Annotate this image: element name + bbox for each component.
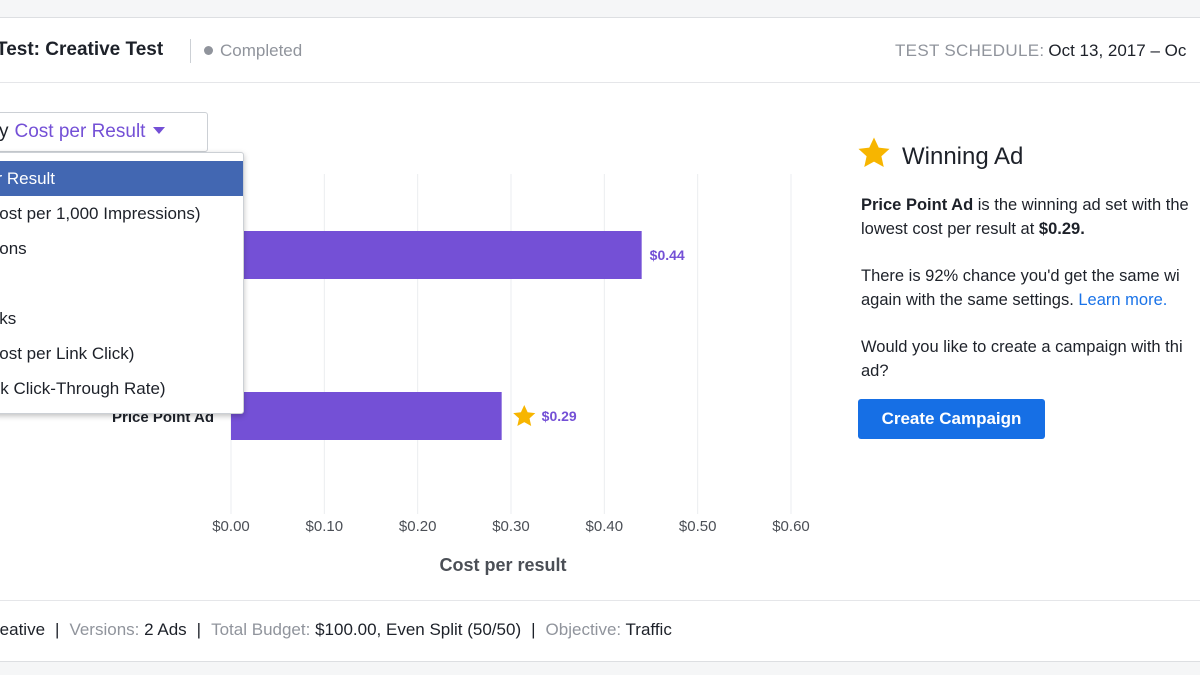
confidence-text2: again with the same settings. [861, 291, 1079, 309]
test-schedule: TEST SCHEDULE: Oct 13, 2017 – Oc [895, 41, 1186, 61]
create-campaign-button[interactable]: Create Campaign [858, 399, 1045, 439]
x-tick-label: $0.40 [586, 518, 624, 535]
menu-item-cpm[interactable]: Cost per 1,000 Impressions) [0, 204, 201, 223]
winner-summary-text2: lowest cost per result at [861, 220, 1039, 238]
test-header: Test: Creative Test Completed TEST SCHED… [0, 18, 1200, 83]
status-dot-icon [204, 46, 213, 55]
winner-summary-line2: lowest cost per result at $0.29. [861, 217, 1200, 241]
menu-item-impressions[interactable]: sions [0, 239, 27, 258]
winner-summary: Price Point Ad is the winning ad set wit… [861, 193, 1200, 217]
x-tick-label: $0.00 [212, 518, 250, 535]
x-tick-label: $0.20 [399, 518, 437, 535]
footer-separator: | [55, 620, 60, 639]
test-results-panel: Test: Creative Test Completed TEST SCHED… [0, 17, 1200, 662]
sort-by-prefix: y [0, 121, 9, 142]
learn-more-link[interactable]: Learn more. [1078, 291, 1168, 309]
bar [231, 231, 642, 279]
menu-item-ctr[interactable]: ink Click-Through Rate) [0, 379, 166, 398]
create-prompt-line2: ad? [861, 362, 889, 380]
winner-ad-name: Price Point Ad [861, 196, 974, 214]
menu-item-blank[interactable] [0, 266, 243, 301]
footer-name-value: reative [0, 620, 46, 639]
star-icon [856, 136, 892, 177]
test-summary-footer: reative | Versions: 2 Ads | Total Budget: $1… [0, 600, 1200, 661]
winning-ad-heading: Winning Ad [856, 136, 1023, 177]
bar-value-label: $0.44 [650, 247, 685, 263]
sort-by-selected: Cost per Result [14, 121, 146, 142]
confidence-text: There is 92% chance you'd get the same w… [861, 267, 1180, 285]
menu-item-cpc[interactable]: Cost per Link Click) [0, 344, 135, 363]
footer-separator: | [531, 620, 536, 639]
x-tick-label: $0.10 [306, 518, 344, 535]
budget-label: Total Budget: [211, 620, 311, 639]
footer-details: reative | Versions: 2 Ads | Total Budget: $1… [0, 620, 672, 640]
versions-value: 2 Ads [144, 620, 187, 639]
create-prompt: Would you like to create a campaign with… [861, 338, 1183, 356]
winning-ad-title: Winning Ad [902, 143, 1024, 170]
menu-item-link-clicks[interactable]: icks [0, 309, 17, 328]
menu-item-cost-per-result[interactable]: er Result [0, 161, 243, 196]
status-text: Completed [220, 41, 303, 60]
x-tick-label: $0.30 [492, 518, 530, 535]
versions-label: Versions: [69, 620, 140, 639]
footer-separator: | [196, 620, 202, 639]
bar [231, 392, 502, 440]
winner-summary-text: is the winning ad set with the [973, 196, 1189, 214]
x-tick-label: $0.50 [679, 518, 717, 535]
winner-star-icon [513, 405, 536, 427]
sort-by-dropdown[interactable]: yCost per Result [0, 112, 208, 152]
x-tick-label: $0.60 [772, 518, 810, 535]
confidence-text-line2: again with the same settings. Learn more… [861, 288, 1200, 312]
test-title: Test: Creative Test [0, 39, 164, 60]
bar-value-label: $0.29 [542, 408, 577, 424]
status-badge: Completed [204, 41, 302, 61]
x-axis-label: Cost per result [439, 555, 566, 575]
caret-down-icon [153, 127, 166, 134]
winner-price: $0.29. [1038, 220, 1085, 238]
budget-value: $100.00, Even Split (50/50) [315, 620, 522, 639]
schedule-label: TEST SCHEDULE: [895, 41, 1045, 60]
schedule-value: Oct 13, 2017 – Oc [1048, 41, 1187, 60]
sort-options-menu: er Result Cost per 1,000 Impressions) si… [0, 152, 244, 414]
header-divider [190, 39, 191, 63]
objective-value: Traffic [625, 620, 672, 639]
objective-label: Objective: [545, 620, 622, 639]
